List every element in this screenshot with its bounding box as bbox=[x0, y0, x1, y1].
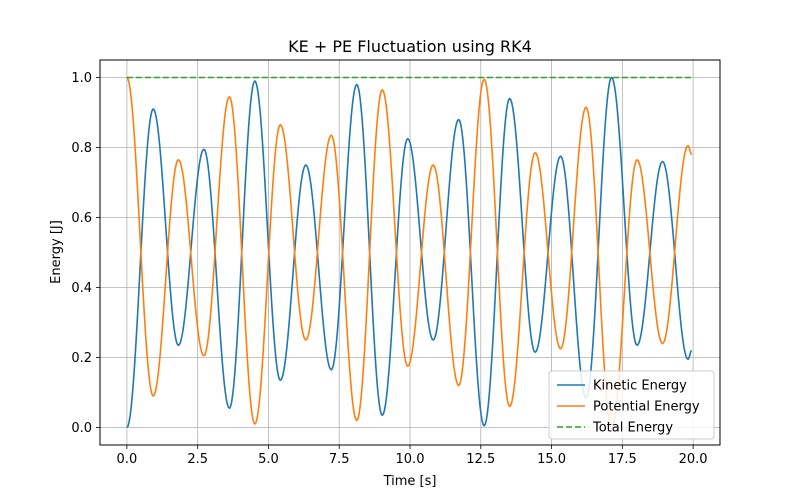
y-tick-label: 1.0 bbox=[71, 71, 92, 86]
y-tick-label: 0.8 bbox=[71, 141, 92, 156]
axis-ticks: 0.0 2.5 5.0 7.5 10.0 12.5 15.0 17.5 20.0 0.0 0.2 0.… bbox=[71, 71, 707, 467]
plot-frame bbox=[99, 59, 721, 446]
x-tick-label: 5.0 bbox=[258, 452, 279, 467]
y-tick-label: 0.0 bbox=[71, 421, 92, 436]
x-tick-label: 0.0 bbox=[117, 452, 138, 467]
y-tick-label: 0.2 bbox=[71, 351, 92, 366]
x-tick-label: 17.5 bbox=[608, 452, 637, 467]
x-axis-label: Time [s] bbox=[383, 474, 437, 489]
y-tick-label: 0.6 bbox=[71, 211, 92, 226]
chart-title: KE + PE Fluctuation using RK4 bbox=[288, 37, 532, 56]
x-tick-label: 10.0 bbox=[396, 452, 425, 467]
x-tick-label: 15.0 bbox=[537, 452, 566, 467]
x-tick-label: 12.5 bbox=[466, 452, 495, 467]
legend: Kinetic Energy Potential Energy Total Ener… bbox=[548, 370, 715, 440]
x-tick-label: 20.0 bbox=[679, 452, 708, 467]
legend-label-kinetic-energy: Kinetic Energy bbox=[593, 379, 687, 394]
legend-box bbox=[548, 370, 715, 440]
legend-label-potential-energy: Potential Energy bbox=[593, 400, 700, 415]
x-tick-label: 7.5 bbox=[329, 452, 350, 467]
legend-label-total-energy: Total Energy bbox=[592, 421, 673, 436]
y-tick-label: 0.4 bbox=[71, 281, 92, 296]
y-axis-label: Energy [J] bbox=[49, 220, 64, 284]
x-tick-label: 2.5 bbox=[187, 452, 208, 467]
series-line-kinetic-energy bbox=[126, 76, 693, 429]
